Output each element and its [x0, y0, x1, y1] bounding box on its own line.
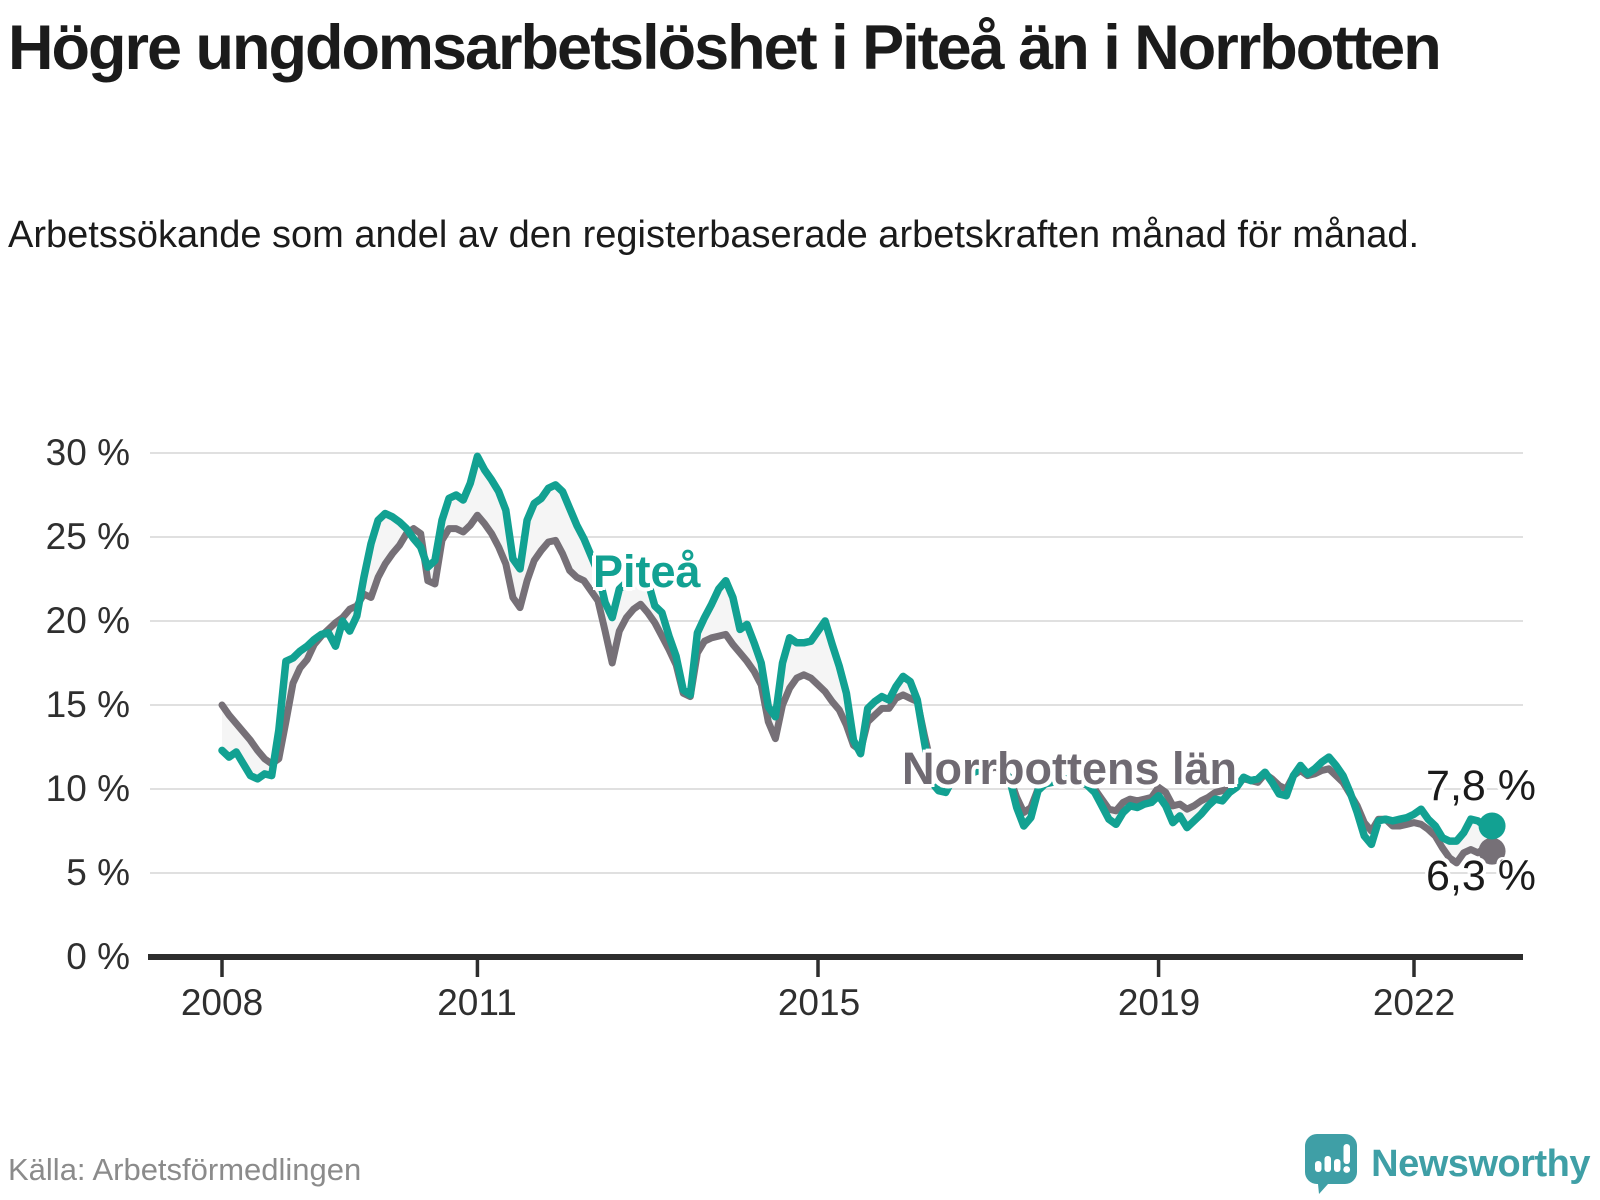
- x-tick-label-2019: 2019: [1117, 982, 1201, 1023]
- pitea-series-label: Piteå: [593, 546, 701, 597]
- source-note: Källa: Arbetsförmedlingen: [8, 1152, 362, 1187]
- page-subtitle: Arbetssökande som andel av den registerb…: [8, 214, 1420, 256]
- x-tick-label-2015: 2015: [777, 982, 861, 1023]
- y-tick-label-10: 10 %: [45, 768, 130, 809]
- y-tick-label-0: 0 %: [66, 936, 130, 977]
- y-tick-label-20: 20 %: [45, 600, 130, 641]
- pitea-end-dot: [1478, 812, 1506, 840]
- y-tick-label-25: 25 %: [45, 516, 130, 557]
- brand-name: Newsworthy: [1371, 1142, 1590, 1185]
- newsworthy-brand: Newsworthy: [1305, 1134, 1590, 1194]
- page-title: Högre ungdomsarbetslöshet i Piteå än i N…: [8, 13, 1442, 83]
- pitea-line: [218, 452, 1496, 849]
- norrbotten-line: [218, 511, 1496, 867]
- pitea-end-value-label: 7,8 %: [1426, 762, 1536, 810]
- series-gap-area: [222, 456, 1492, 863]
- x-axis-tick-marks: [220, 958, 1416, 977]
- y-tick-label-30: 30 %: [45, 432, 130, 473]
- x-tick-label-2008: 2008: [180, 982, 264, 1023]
- norrbotten-end-dot: [1478, 837, 1506, 865]
- norrbotten-end-value-label: 6,3 %: [1426, 852, 1536, 900]
- norrbotten-series-label: Norrbottens län: [902, 743, 1238, 794]
- y-tick-label-15: 15 %: [45, 684, 130, 725]
- y-tick-label-5: 5 %: [66, 852, 130, 893]
- x-tick-label-2011: 2011: [437, 982, 517, 1023]
- x-tick-label-2022: 2022: [1372, 982, 1456, 1023]
- speech-bubble-bar-chart-icon: [1305, 1134, 1358, 1194]
